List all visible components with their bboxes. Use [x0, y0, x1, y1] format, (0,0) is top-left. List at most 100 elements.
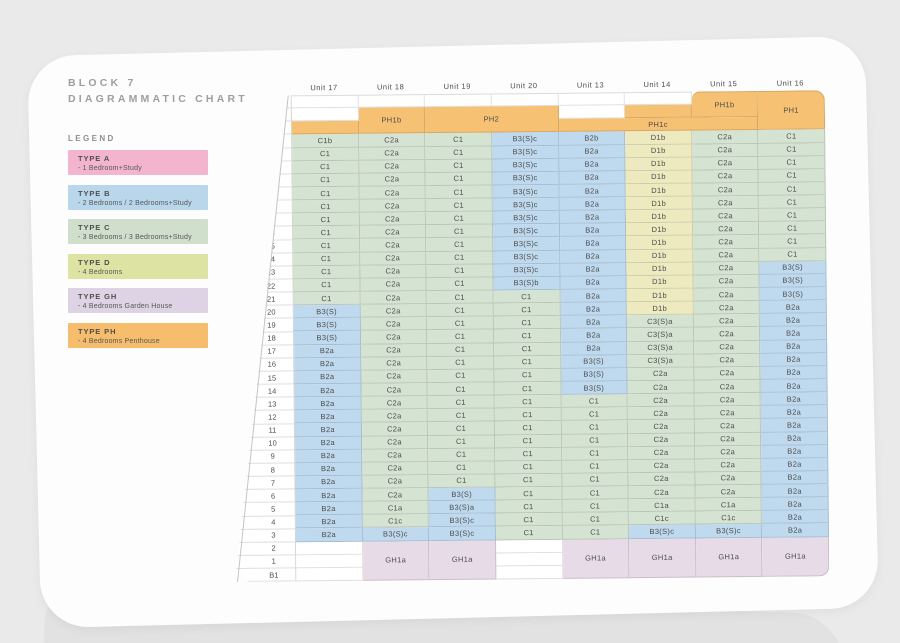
unit-cell: D1b — [626, 222, 693, 237]
unit-cell: C2a — [628, 446, 696, 460]
unit-cell: C1 — [292, 147, 359, 162]
unit-cell: C1c — [628, 511, 696, 526]
unit-cell: B2a — [760, 326, 828, 341]
block-ph — [624, 104, 692, 119]
unit-cell: B3(S) — [759, 261, 827, 275]
floor-label: 20 — [232, 306, 293, 320]
floor-label: 31 — [230, 161, 291, 175]
unit-cell: C2a — [692, 156, 759, 171]
unit-cell: B2a — [294, 423, 362, 437]
unit-cell: C2a — [358, 159, 426, 174]
floor-label: 17 — [232, 345, 293, 359]
unit-cell: C1 — [759, 208, 826, 223]
empty-cell — [291, 94, 359, 109]
unit-cell: C2a — [361, 409, 429, 424]
unit-cell: D1b — [626, 301, 694, 316]
unit-cell: C2a — [693, 287, 761, 302]
unit-cell: B3(S)c — [493, 263, 560, 278]
unit-cell: C1 — [292, 173, 360, 188]
unit-cell: D1b — [626, 236, 693, 250]
unit-grid: C1b C2a C1 B3(S)c B2b D1b C2a C1 C1 C2a C1 B3(S)c B2… — [290, 90, 830, 582]
unit-cell: C2a — [694, 379, 761, 394]
unit-cell: C1 — [425, 198, 493, 213]
unit-cell: B3(S)c — [492, 237, 560, 252]
unit-cell: B2a — [760, 392, 828, 407]
unit-cell: C1 — [758, 129, 826, 144]
unit-cell: C2a — [694, 445, 762, 460]
unit-cell: C2a — [693, 314, 761, 328]
unit-cell: C1 — [494, 355, 561, 370]
unit-cell: C1 — [561, 473, 629, 487]
unit-cell: C1 — [425, 172, 493, 187]
unit-cell: B2a — [295, 515, 363, 529]
unit-cell: B2a — [760, 339, 828, 354]
legend-item-type: TYPE A — [78, 154, 111, 163]
unit-cell: B3(S)b — [493, 276, 561, 291]
unit-cell: C1 — [292, 212, 360, 227]
unit-cell: C2a — [692, 248, 760, 263]
unit-cell: C1 — [428, 461, 496, 476]
unit-cell: C2a — [358, 133, 426, 148]
unit-cell: B3(S)c — [492, 211, 560, 225]
unit-cell: B2a — [558, 171, 626, 185]
unit-cell: C1 — [494, 394, 562, 409]
unit-cell: C1 — [561, 394, 628, 409]
unit-cell: C3(S)a — [627, 327, 694, 342]
unit-cell: B2a — [760, 366, 828, 380]
floor-label: 28 — [231, 201, 292, 215]
unit-cell: B3(S)c — [429, 513, 496, 528]
unit-cell: C1 — [493, 329, 561, 344]
unit-cell: C2a — [360, 278, 427, 292]
unit-cell: C1 — [562, 486, 629, 501]
unit-cell: B3(S)c — [492, 145, 559, 160]
unit-cell: C2a — [694, 406, 762, 420]
unit-cell: C1a — [362, 501, 430, 516]
empty-cell — [296, 554, 363, 569]
floor-label: 16 — [232, 358, 293, 372]
unit-cell: C1 — [425, 132, 493, 147]
unit-cell: B2a — [762, 510, 829, 525]
floor-label: 9 — [233, 450, 294, 464]
unit-cell: B2a — [295, 462, 363, 477]
empty-cell — [558, 105, 626, 120]
unit-cell: C1 — [292, 186, 360, 201]
unit-cell: B2a — [761, 418, 828, 433]
unit-cell: B2a — [295, 488, 363, 503]
unit-cell: B2a — [560, 315, 628, 330]
unit-cell: C1 — [494, 381, 562, 396]
unit-cell: C1 — [293, 265, 361, 280]
unit-cell: C2a — [695, 484, 763, 499]
legend-item-desc: - 4 Bedrooms — [78, 268, 123, 276]
floor-label: 15 — [232, 371, 293, 385]
legend: TYPE A - 1 Bedroom+Study TYPE B- 2 Bedroom… — [68, 150, 218, 357]
unit-cell: C1 — [759, 247, 827, 262]
unit-cell: C2a — [695, 458, 762, 473]
floor-label: 21 — [232, 293, 293, 307]
unit-cell: C3(S)a — [627, 341, 694, 355]
unit-cell: C1 — [494, 342, 561, 357]
legend-item-desc: - 4 Bedrooms Garden House — [78, 303, 173, 310]
unit-cell: B2a — [559, 223, 627, 238]
unit-cell: C2a — [361, 422, 429, 437]
floor-label: 23 — [231, 266, 292, 280]
unit-cell: D1b — [626, 262, 694, 277]
unit-cell: B2a — [761, 484, 829, 499]
unit-cell: C2a — [694, 393, 762, 407]
unit-cell: B3(S)c — [492, 224, 560, 238]
block-gh1a: GH1a — [629, 538, 697, 579]
unit-cell: C2a — [360, 356, 428, 371]
legend-item-type: TYPE PH — [78, 326, 117, 336]
unit-cell: B3(S)a — [428, 500, 496, 515]
floor-label: 12 — [233, 411, 294, 425]
floor-label: 22 — [232, 279, 293, 293]
unit-cell: B2a — [294, 357, 362, 372]
unit-cell: B3(S) — [759, 274, 827, 288]
unit-cell: C3(S)a — [627, 354, 695, 369]
unit-cell: C1 — [425, 185, 493, 200]
unit-cell: B2a — [295, 475, 363, 490]
unit-cell: B3(S)c — [491, 132, 559, 147]
unit-cell: B2a — [295, 436, 362, 451]
unit-cell: C1 — [561, 433, 629, 448]
legend-item-type: TYPE C — [78, 223, 111, 232]
